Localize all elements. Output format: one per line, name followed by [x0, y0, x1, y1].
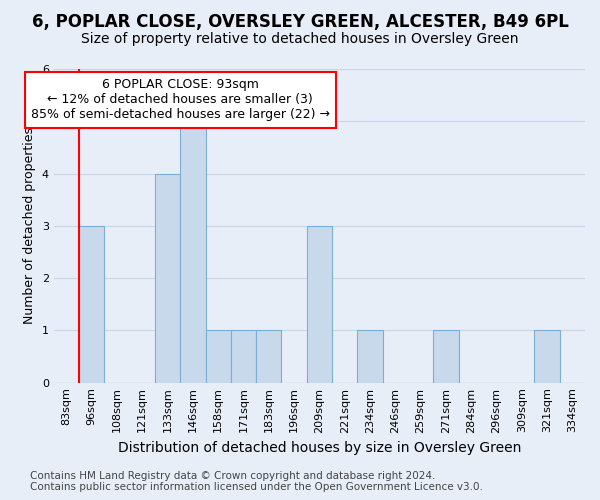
- X-axis label: Distribution of detached houses by size in Oversley Green: Distribution of detached houses by size …: [118, 441, 521, 455]
- Bar: [231, 330, 256, 382]
- Bar: [79, 226, 104, 382]
- Bar: [206, 330, 231, 382]
- Y-axis label: Number of detached properties: Number of detached properties: [23, 128, 36, 324]
- Bar: [433, 330, 458, 382]
- Bar: [358, 330, 383, 382]
- Text: Contains HM Land Registry data © Crown copyright and database right 2024.
Contai: Contains HM Land Registry data © Crown c…: [30, 471, 483, 492]
- Text: 6, POPLAR CLOSE, OVERSLEY GREEN, ALCESTER, B49 6PL: 6, POPLAR CLOSE, OVERSLEY GREEN, ALCESTE…: [32, 12, 568, 30]
- Bar: [535, 330, 560, 382]
- Bar: [307, 226, 332, 382]
- Bar: [180, 122, 206, 382]
- Text: 6 POPLAR CLOSE: 93sqm
← 12% of detached houses are smaller (3)
85% of semi-detac: 6 POPLAR CLOSE: 93sqm ← 12% of detached …: [31, 78, 330, 122]
- Text: Size of property relative to detached houses in Oversley Green: Size of property relative to detached ho…: [81, 32, 519, 46]
- Bar: [256, 330, 281, 382]
- Bar: [155, 174, 180, 382]
